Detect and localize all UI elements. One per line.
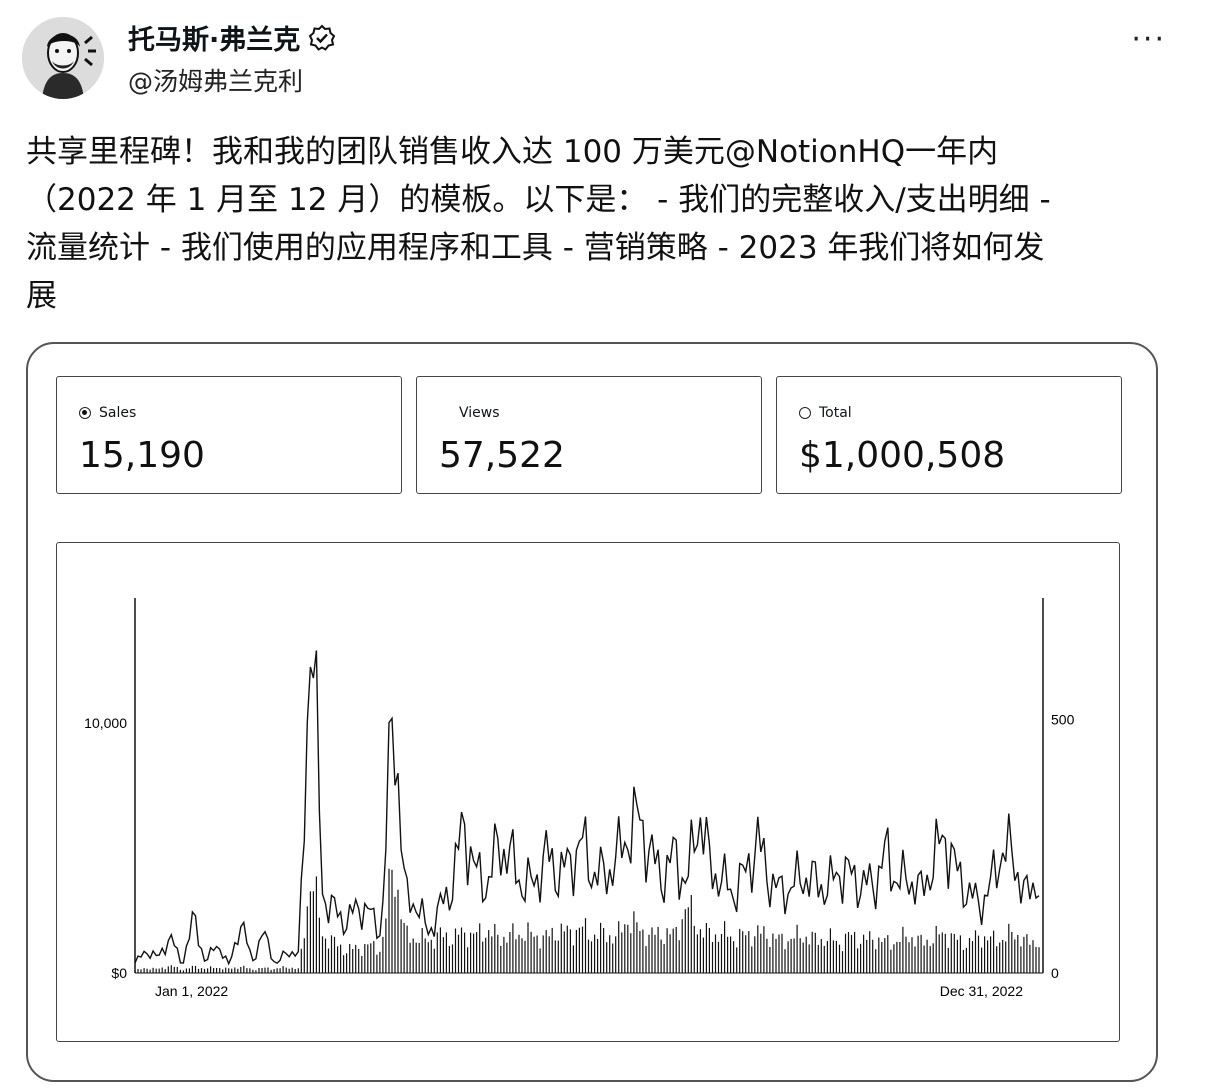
sales-label: Sales xyxy=(99,405,137,421)
right-tick-label: 0 xyxy=(1051,965,1059,981)
tweet-line: 流量统计 - 我们使用的应用程序和工具 - 营销策略 - 2023 年我们将如何… xyxy=(26,230,1045,266)
display-name-text[interactable]: 托马斯·弗兰克 xyxy=(128,25,301,56)
tweet-line: 展 xyxy=(26,278,57,314)
total-marker-icon xyxy=(799,407,811,419)
sales-stat-card: Sales 15,190 xyxy=(56,376,402,494)
views-value: 57,522 xyxy=(439,435,565,476)
left-tick-label: 10,000 xyxy=(84,715,127,731)
sales-value: 15,190 xyxy=(79,435,205,476)
sales-chart: $0 10,000 0 500 Jan 1, 2022 Dec 31, 2022 xyxy=(56,542,1120,1042)
tweet-line: （2022 年 1 月至 12 月）的模板。以下是： - 我们的完整收入/支出明… xyxy=(26,182,1051,218)
left-tick-label: $0 xyxy=(111,965,127,981)
daily-bars xyxy=(134,868,1040,973)
author-display-name[interactable]: 托马斯·弗兰克 xyxy=(128,18,336,57)
views-stat-card: Views 57,522 xyxy=(416,376,762,494)
tweet-line: 共享里程碑！我和我的团队销售收入达 100 万美元@NotionHQ一年内 xyxy=(26,134,999,170)
total-label: Total xyxy=(819,405,852,421)
more-options-icon[interactable]: ··· xyxy=(1131,22,1166,57)
verified-badge-icon xyxy=(309,24,336,51)
author-handle[interactable]: @汤姆弗兰克利 xyxy=(128,67,304,96)
views-label: Views xyxy=(459,405,500,421)
right-tick-label: 500 xyxy=(1051,712,1075,728)
tweet-text: 共享里程碑！我和我的团队销售收入达 100 万美元@NotionHQ一年内 （2… xyxy=(26,128,1146,320)
x-tick-label: Dec 31, 2022 xyxy=(940,983,1023,999)
tweet-media-image[interactable]: Sales 15,190 Views 57,522 Total $1,000,5… xyxy=(26,342,1158,1082)
series-line xyxy=(134,650,1040,966)
avatar[interactable] xyxy=(22,17,104,99)
total-stat-card: Total $1,000,508 xyxy=(776,376,1122,494)
x-tick-label: Jan 1, 2022 xyxy=(155,983,228,999)
chart-canvas: $0 10,000 0 500 Jan 1, 2022 Dec 31, 2022 xyxy=(84,598,1075,999)
views-marker-icon xyxy=(439,407,451,419)
total-value: $1,000,508 xyxy=(799,435,1006,476)
sales-marker-icon xyxy=(79,407,91,419)
